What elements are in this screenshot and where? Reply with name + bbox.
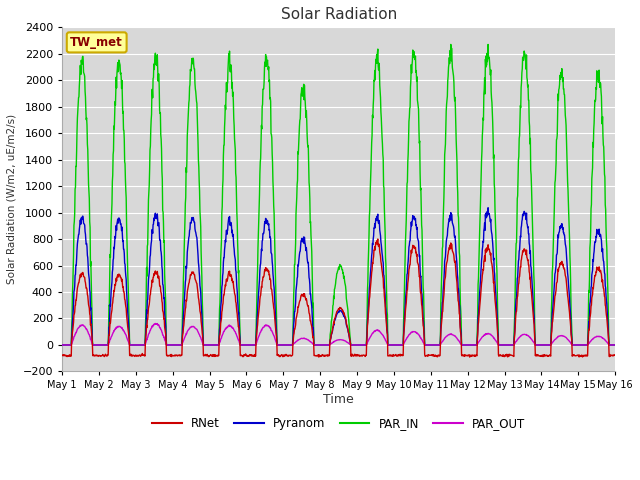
Legend: RNet, Pyranom, PAR_IN, PAR_OUT: RNet, Pyranom, PAR_IN, PAR_OUT [147, 412, 530, 434]
Y-axis label: Solar Radiation (W/m2, uE/m2/s): Solar Radiation (W/m2, uE/m2/s) [7, 114, 17, 285]
Title: Solar Radiation: Solar Radiation [280, 7, 397, 22]
Text: TW_met: TW_met [70, 36, 123, 49]
X-axis label: Time: Time [323, 393, 354, 406]
